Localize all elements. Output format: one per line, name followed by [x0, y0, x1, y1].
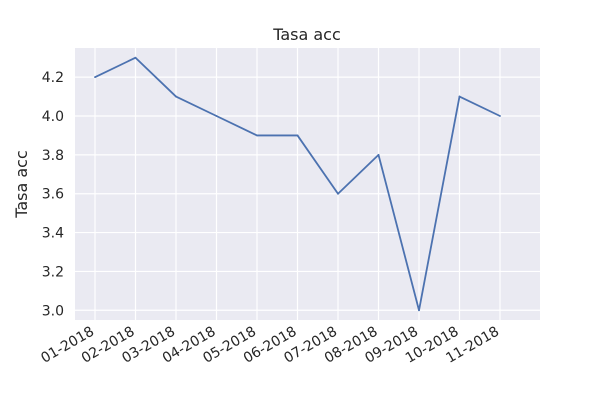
x-tick-labels: 01-201802-201803-201804-201805-201806-20… — [38, 324, 502, 367]
y-tick-label: 3.0 — [42, 303, 64, 319]
y-tick-labels: 3.0 3.2 3.4 3.6 3.8 4.0 4.2 — [42, 70, 64, 319]
data-point — [499, 115, 501, 117]
x-gridlines — [94, 48, 501, 320]
y-tick-label: 4.0 — [42, 109, 64, 125]
y-tick-label: 3.8 — [42, 148, 64, 164]
data-point — [296, 134, 299, 137]
y-tick-label: 3.6 — [42, 187, 64, 203]
chart-title: Tasa acc — [272, 25, 341, 44]
plot-area — [75, 48, 540, 320]
data-point — [377, 153, 380, 156]
data-point — [337, 192, 339, 195]
data-point — [418, 309, 420, 312]
y-tick-label: 3.4 — [42, 226, 64, 242]
data-point — [458, 95, 461, 98]
y-gridlines — [75, 76, 540, 311]
y-tick-label: 4.2 — [42, 70, 64, 86]
y-axis-title: Tasa acc — [12, 150, 31, 219]
data-point — [215, 115, 218, 117]
y-tick-label: 3.2 — [42, 264, 64, 280]
data-point — [134, 56, 137, 59]
data-series — [94, 56, 501, 312]
data-point — [94, 76, 96, 79]
data-point — [256, 134, 258, 137]
data-point — [175, 95, 177, 98]
